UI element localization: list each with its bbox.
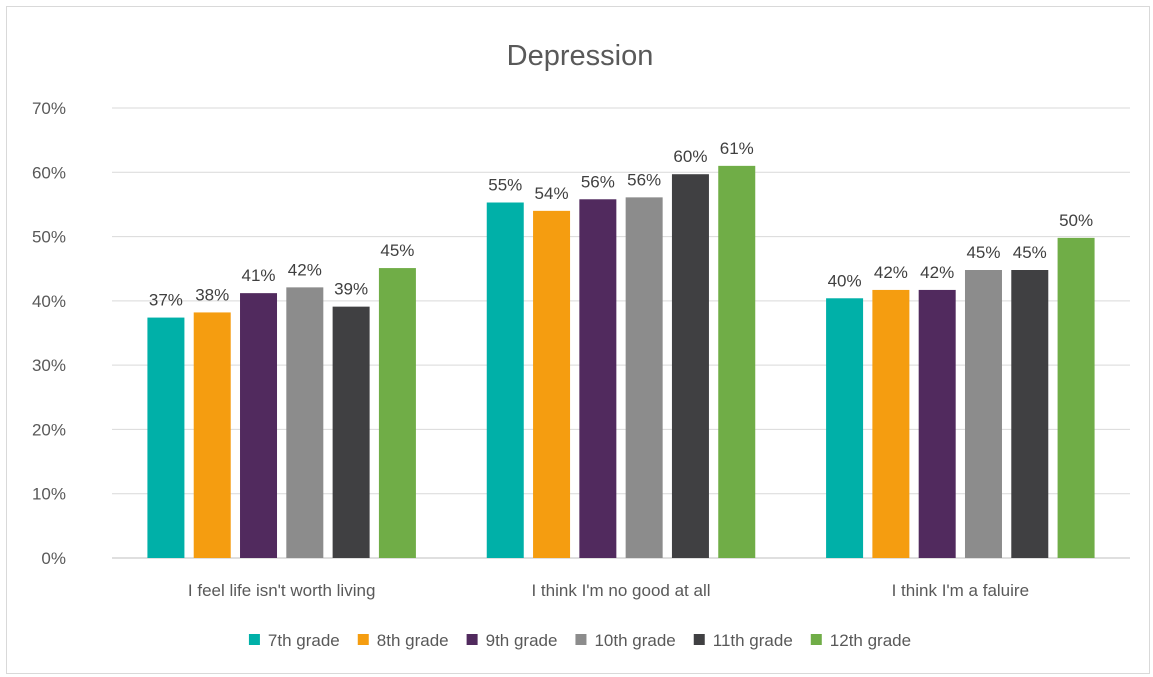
data-label: 56% (627, 170, 661, 189)
data-label: 61% (720, 139, 754, 158)
bar (718, 165, 756, 558)
bar (872, 289, 910, 558)
y-tick-label: 0% (41, 549, 66, 568)
data-label: 60% (673, 147, 707, 166)
legend-label: 12th grade (830, 631, 911, 650)
y-tick-label: 60% (32, 163, 66, 182)
data-label: 40% (828, 271, 862, 290)
bar (964, 270, 1002, 558)
legend-label: 7th grade (268, 631, 340, 650)
bars-layer (147, 165, 1095, 559)
chart-title: Depression (507, 40, 654, 72)
x-tick-label: I think I'm no good at all (531, 581, 710, 600)
bar (286, 287, 324, 558)
bar (579, 199, 617, 559)
y-tick-label: 20% (32, 420, 66, 439)
data-label: 45% (966, 243, 1000, 262)
bar (378, 268, 416, 558)
legend-swatch (575, 634, 587, 645)
y-tick-label: 10% (32, 485, 66, 504)
bar (332, 306, 370, 558)
y-tick-label: 50% (32, 228, 66, 247)
y-tick-label: 70% (32, 99, 66, 118)
data-label: 41% (242, 266, 276, 285)
bar (671, 174, 709, 558)
data-label: 42% (288, 260, 322, 279)
legend-label: 11th grade (713, 631, 793, 650)
legend-swatch (466, 634, 478, 645)
data-label: 45% (380, 241, 414, 260)
bar (1011, 270, 1049, 558)
x-tick-label: I feel life isn't worth living (188, 581, 376, 600)
bar (147, 317, 185, 558)
data-label: 55% (488, 176, 522, 195)
data-label: 39% (334, 280, 368, 299)
grid-layer (112, 107, 1130, 559)
data-label: 50% (1059, 211, 1093, 230)
legend-swatch (248, 634, 260, 645)
labels-layer: 0% 10% 20% 30% 40% 50% 60% 70% 37% 38% 41% 42% 39% 45… (32, 99, 1093, 600)
bar (240, 293, 278, 558)
legend-label: 8th grade (377, 631, 449, 650)
x-tick-label: I think I'm a faluire (892, 581, 1029, 600)
y-tick-label: 30% (32, 356, 66, 375)
data-label: 56% (581, 172, 615, 191)
bar (1057, 237, 1095, 558)
data-label: 45% (1013, 243, 1047, 262)
bar (486, 202, 524, 558)
bar (193, 312, 231, 558)
bar (826, 298, 864, 558)
data-label: 42% (920, 263, 954, 282)
bar (533, 210, 571, 558)
bar (918, 289, 956, 558)
data-label: 38% (195, 285, 229, 304)
data-label: 42% (874, 263, 908, 282)
legend-swatch (810, 634, 822, 645)
legend: 7th grade 8th grade 9th grade 10th grade 11t… (248, 631, 911, 650)
legend-label: 9th grade (486, 631, 558, 650)
legend-swatch (357, 634, 369, 645)
bar (625, 197, 663, 558)
data-label: 54% (535, 184, 569, 203)
data-label: 37% (149, 291, 183, 310)
y-tick-label: 40% (32, 292, 66, 311)
legend-label: 10th grade (594, 631, 675, 650)
legend-swatch (693, 634, 705, 645)
